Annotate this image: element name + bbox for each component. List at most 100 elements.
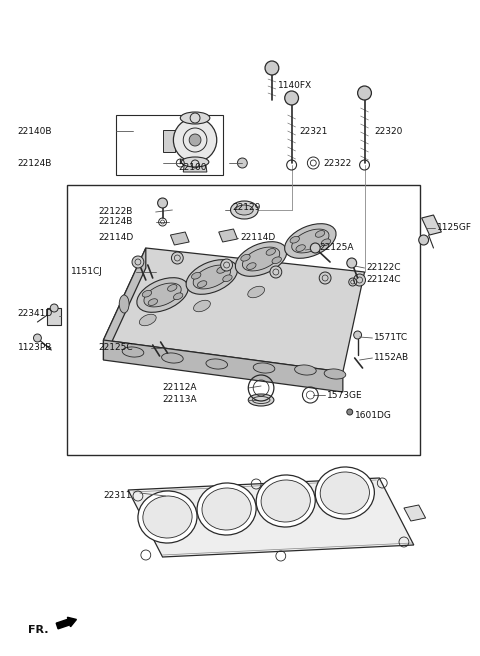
Ellipse shape: [138, 491, 197, 543]
Text: 1152AB: 1152AB: [374, 354, 409, 363]
Circle shape: [132, 256, 144, 268]
Ellipse shape: [148, 298, 157, 306]
Ellipse shape: [206, 359, 228, 369]
Circle shape: [285, 91, 299, 105]
Circle shape: [189, 134, 201, 146]
Text: 1573GE: 1573GE: [327, 390, 363, 400]
Text: 22140B: 22140B: [18, 127, 52, 136]
Text: 22322: 22322: [323, 159, 351, 167]
Ellipse shape: [144, 283, 181, 307]
Circle shape: [354, 331, 361, 339]
Text: FR.: FR.: [27, 625, 48, 635]
Ellipse shape: [193, 300, 210, 312]
Text: 22114D: 22114D: [98, 234, 134, 243]
Ellipse shape: [197, 483, 256, 535]
Ellipse shape: [197, 281, 207, 287]
Ellipse shape: [186, 260, 238, 295]
Text: 22321: 22321: [300, 127, 328, 136]
Polygon shape: [104, 248, 146, 360]
Text: 22129: 22129: [232, 203, 261, 213]
Circle shape: [270, 266, 282, 278]
Ellipse shape: [235, 241, 287, 276]
Polygon shape: [183, 158, 207, 172]
Circle shape: [50, 304, 58, 312]
Circle shape: [319, 272, 331, 284]
Polygon shape: [48, 308, 61, 325]
Ellipse shape: [180, 112, 210, 124]
Circle shape: [173, 118, 217, 162]
Ellipse shape: [292, 229, 329, 253]
Circle shape: [265, 61, 279, 75]
Ellipse shape: [321, 239, 331, 245]
Circle shape: [311, 243, 320, 253]
Ellipse shape: [242, 247, 280, 271]
Ellipse shape: [168, 285, 177, 291]
Circle shape: [419, 235, 429, 245]
Polygon shape: [128, 478, 414, 557]
Ellipse shape: [181, 157, 209, 167]
Ellipse shape: [320, 472, 370, 514]
Ellipse shape: [142, 291, 152, 297]
Text: 22320: 22320: [374, 127, 403, 136]
Circle shape: [347, 409, 353, 415]
Text: 22122B: 22122B: [98, 207, 133, 216]
Ellipse shape: [241, 255, 250, 261]
Ellipse shape: [315, 230, 325, 237]
Ellipse shape: [295, 365, 316, 375]
Polygon shape: [104, 340, 343, 392]
Circle shape: [354, 274, 365, 286]
Text: 22124B: 22124B: [98, 218, 133, 226]
Ellipse shape: [315, 467, 374, 519]
Ellipse shape: [119, 295, 129, 313]
Ellipse shape: [253, 363, 275, 373]
Text: 22124C: 22124C: [367, 276, 401, 285]
Text: 22311: 22311: [104, 491, 132, 501]
Ellipse shape: [202, 488, 251, 530]
Text: 22113A: 22113A: [163, 396, 197, 405]
Ellipse shape: [236, 205, 253, 215]
Polygon shape: [163, 130, 175, 152]
Ellipse shape: [324, 369, 346, 379]
Text: 22125C: 22125C: [98, 344, 133, 352]
Circle shape: [157, 198, 168, 208]
Ellipse shape: [266, 249, 276, 255]
Ellipse shape: [247, 263, 256, 270]
Polygon shape: [421, 215, 442, 235]
Text: 1140FX: 1140FX: [278, 81, 312, 89]
Circle shape: [171, 252, 183, 264]
Ellipse shape: [192, 272, 201, 279]
Circle shape: [358, 86, 372, 100]
Circle shape: [238, 158, 247, 168]
Ellipse shape: [223, 275, 232, 281]
Ellipse shape: [296, 245, 305, 251]
Ellipse shape: [230, 201, 258, 219]
Ellipse shape: [256, 475, 315, 527]
Ellipse shape: [217, 266, 226, 274]
Ellipse shape: [248, 394, 274, 406]
Bar: [67, 185, 420, 455]
Ellipse shape: [193, 265, 230, 289]
Ellipse shape: [139, 314, 156, 326]
Bar: [116, 115, 223, 175]
Text: 22341D: 22341D: [18, 308, 53, 318]
Text: 1123PB: 1123PB: [18, 344, 52, 352]
Ellipse shape: [162, 353, 183, 363]
Text: 1151CJ: 1151CJ: [71, 268, 103, 276]
Ellipse shape: [290, 236, 300, 243]
Text: 1601DG: 1601DG: [355, 411, 392, 419]
Ellipse shape: [143, 496, 192, 538]
Circle shape: [34, 334, 41, 342]
Ellipse shape: [122, 347, 144, 357]
Polygon shape: [170, 232, 189, 245]
Text: 22114D: 22114D: [240, 234, 276, 243]
Ellipse shape: [272, 257, 281, 264]
Ellipse shape: [285, 224, 336, 258]
Text: 1125GF: 1125GF: [437, 224, 472, 232]
Ellipse shape: [248, 286, 264, 298]
Text: 22124B: 22124B: [18, 159, 52, 167]
Circle shape: [347, 258, 357, 268]
Polygon shape: [404, 505, 426, 521]
Text: 22100: 22100: [179, 163, 207, 173]
Polygon shape: [219, 229, 238, 242]
Ellipse shape: [137, 277, 188, 312]
